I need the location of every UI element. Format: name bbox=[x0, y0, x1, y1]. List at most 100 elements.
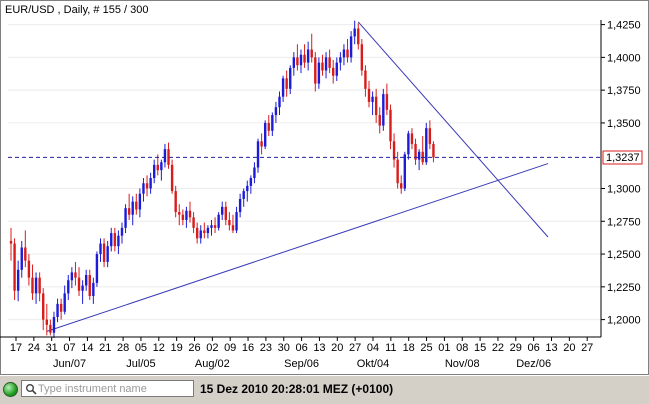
x-tick-label: 14 bbox=[81, 342, 93, 354]
candle-body bbox=[289, 67, 292, 89]
candle-body bbox=[149, 178, 152, 189]
candle-body bbox=[321, 62, 324, 71]
candle-body bbox=[417, 151, 421, 160]
candle-body bbox=[339, 57, 342, 63]
candle-body bbox=[142, 183, 145, 194]
x-tick-label: 12 bbox=[153, 342, 165, 354]
candle-body bbox=[310, 49, 313, 58]
x-tick-label: 30 bbox=[278, 342, 290, 354]
candle-body bbox=[77, 277, 81, 291]
candle-body bbox=[67, 280, 70, 294]
candle-body bbox=[335, 62, 338, 76]
candle-body bbox=[392, 141, 396, 160]
x-tick-label: 08 bbox=[456, 342, 468, 354]
candle-body bbox=[38, 277, 41, 294]
candle-body bbox=[314, 57, 317, 84]
candle-body bbox=[84, 275, 88, 286]
x-tick-label: 09 bbox=[224, 342, 236, 354]
x-tick-label: 15 bbox=[474, 342, 486, 354]
candle-body bbox=[346, 49, 349, 58]
candle-body bbox=[92, 282, 95, 297]
y-tick-label: 1,2250 bbox=[607, 282, 641, 294]
candle-body bbox=[231, 225, 235, 231]
candle-body bbox=[49, 324, 52, 333]
candle-body bbox=[353, 28, 356, 37]
candle-body bbox=[292, 57, 296, 68]
candle-body bbox=[357, 28, 360, 45]
candle-body bbox=[256, 141, 260, 168]
y-tick-label: 1,4000 bbox=[607, 52, 641, 64]
x-tick-label: 18 bbox=[403, 342, 415, 354]
y-axis-ticks: 1,4250 1,4000 1,3750 1,3500 1,3000 1,2750 1,25… bbox=[601, 20, 641, 327]
candle-body bbox=[210, 225, 213, 228]
x-month-label: Jun/07 bbox=[53, 358, 86, 370]
candle-body bbox=[213, 225, 217, 228]
candle-body bbox=[228, 219, 231, 226]
instrument-search-input[interactable] bbox=[38, 382, 190, 395]
candle-body bbox=[181, 214, 185, 220]
x-tick-label: 27 bbox=[581, 342, 593, 354]
candle-body bbox=[203, 230, 206, 234]
y-tick-label: 1,4250 bbox=[607, 20, 641, 32]
y-tick-label: 1,3500 bbox=[607, 118, 641, 130]
candle-body bbox=[156, 164, 159, 171]
candle-body bbox=[74, 272, 77, 278]
candle-body bbox=[328, 57, 331, 68]
candle-body bbox=[56, 303, 59, 317]
trendline-support bbox=[46, 163, 549, 332]
candle-body bbox=[206, 227, 210, 234]
price-chart[interactable]: 1,4250 1,4000 1,3750 1,3500 1,3000 1,2750 1,25… bbox=[0, 0, 649, 375]
candle-body bbox=[253, 167, 256, 178]
x-tick-label: 22 bbox=[492, 342, 504, 354]
candle-body bbox=[263, 122, 267, 147]
candle-body bbox=[403, 154, 406, 189]
candle-body bbox=[342, 49, 346, 58]
status-bar: 15 Dez 2010 20:28:01 MEZ (+0100) bbox=[0, 375, 649, 404]
candle-body bbox=[221, 206, 224, 215]
candle-body bbox=[9, 240, 13, 244]
candle-body bbox=[367, 88, 371, 102]
candle-body bbox=[110, 233, 113, 247]
status-datetime: 15 Dez 2010 20:28:01 MEZ (+0100) bbox=[200, 382, 394, 396]
y-tick-label: 1,3750 bbox=[607, 85, 641, 97]
candle-body bbox=[360, 44, 364, 71]
candle-body bbox=[407, 133, 410, 155]
candle-body bbox=[385, 94, 389, 110]
candle-body bbox=[281, 78, 285, 97]
go-icon[interactable] bbox=[3, 382, 18, 397]
candle-body bbox=[117, 235, 120, 247]
y-tick-label: 1,2000 bbox=[607, 315, 641, 327]
x-tick-label: 17 bbox=[10, 342, 22, 354]
candle-body bbox=[278, 96, 281, 108]
x-axis-ticks: 17 24 31 07 14 21 28 05 12 19 26 02 09 16 23 30 06 13 20 27… bbox=[10, 337, 593, 370]
x-tick-label: 23 bbox=[260, 342, 272, 354]
x-tick-label: 13 bbox=[545, 342, 557, 354]
candle-body bbox=[306, 49, 310, 63]
candle-body bbox=[81, 285, 84, 291]
candle-body bbox=[145, 183, 149, 189]
candle-body bbox=[160, 162, 163, 171]
candle-body bbox=[34, 277, 38, 294]
candle-body bbox=[425, 128, 428, 163]
candle-body bbox=[192, 217, 195, 228]
candle-body bbox=[167, 149, 170, 165]
x-tick-label: 29 bbox=[510, 342, 522, 354]
candle-body bbox=[24, 247, 27, 261]
candle-body bbox=[59, 303, 63, 312]
x-month-label: Aug/02 bbox=[195, 358, 230, 370]
x-tick-label: 24 bbox=[28, 342, 40, 354]
instrument-search[interactable] bbox=[21, 380, 194, 397]
x-tick-label: 02 bbox=[206, 342, 218, 354]
chart-frame bbox=[0, 0, 649, 375]
candle-body bbox=[432, 143, 435, 158]
x-tick-label: 01 bbox=[438, 342, 450, 354]
candle-body bbox=[260, 141, 263, 147]
candle-body bbox=[235, 212, 238, 231]
candle-body bbox=[95, 254, 99, 283]
current-price-label: 1,3237 bbox=[606, 152, 640, 164]
y-tick-label: 1,3000 bbox=[607, 183, 641, 195]
x-tick-label: 06 bbox=[528, 342, 540, 354]
candle-body bbox=[271, 115, 274, 131]
trendline-resistance bbox=[357, 21, 549, 238]
candle-body bbox=[185, 210, 188, 220]
